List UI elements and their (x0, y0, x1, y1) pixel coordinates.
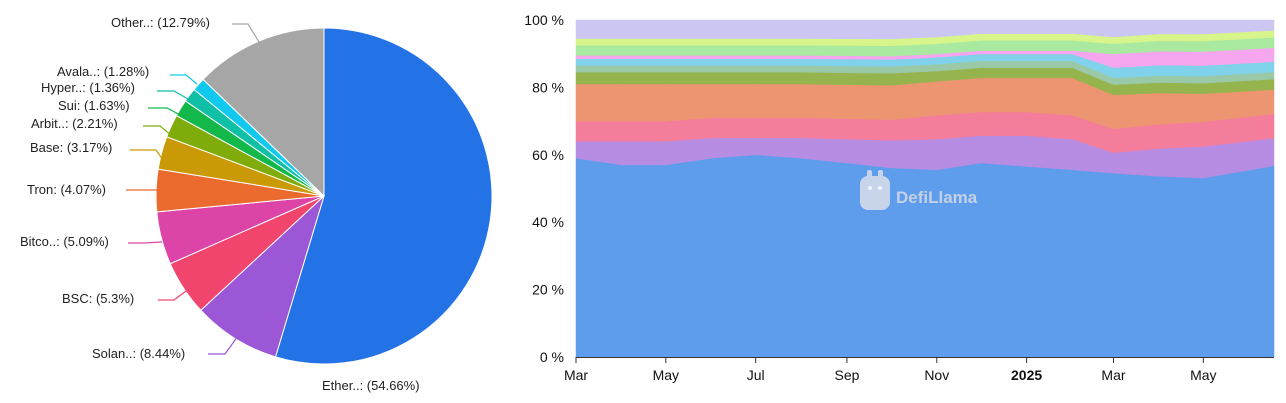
watermark-text: DefiLlama (896, 188, 978, 207)
x-axis: Mar May Jul Sep Nov 2025 Mar May (564, 357, 1274, 383)
x-tick-label: Mar (564, 367, 588, 383)
x-tick-label: Nov (924, 367, 949, 383)
x-tick-label: May (1190, 367, 1216, 383)
y-tick-label: 0 % (540, 349, 564, 365)
pie-label-other: Other..: (12.79%) (111, 15, 210, 30)
x-tick-label: May (653, 367, 679, 383)
pie-label-ether: Ether..: (54.66%) (322, 378, 420, 393)
pie-slice-ether[interactable] (274, 27, 493, 365)
pie-label-solan: Solan..: (8.44%) (92, 346, 185, 361)
y-tick-label: 20 % (532, 282, 564, 298)
x-tick-label: Jul (747, 367, 765, 383)
pie-chart: Ether..: (54.66%) Solan..: (8.44%) BSC: (5… (20, 15, 493, 393)
pie-label-sui: Sui: (1.63%) (58, 98, 130, 113)
stacked-area-chart: DefiLlama 0 %20 %40 %60 %80 %100 % Mar Ma… (524, 12, 1275, 383)
y-tick-label: 80 % (532, 79, 564, 95)
pie-label-base: Base: (3.17%) (30, 140, 112, 155)
area-series-11[interactable] (575, 19, 1275, 40)
pie-leader-line-bsc (158, 287, 191, 301)
pie-label-hyper: Hyper..: (1.36%) (41, 80, 135, 95)
llama-logo-icon (860, 170, 890, 210)
y-tick-label: 60 % (532, 147, 564, 163)
pie-leader-line-base (130, 149, 164, 161)
area-series-1[interactable] (575, 154, 1275, 358)
x-tick-label: Mar (1101, 367, 1125, 383)
pie-label-bitco: Bitco..: (5.09%) (20, 234, 109, 249)
x-tick-label: 2025 (1011, 367, 1042, 383)
pie-label-avala: Avala..: (1.28%) (57, 64, 149, 79)
pie-leader-line-other (232, 23, 260, 43)
pie-label-bsc: BSC: (5.3%) (62, 291, 134, 306)
x-tick-label: Sep (834, 367, 859, 383)
pie-label-tron: Tron: (4.07%) (27, 182, 106, 197)
pie-label-arbit: Arbit..: (2.21%) (31, 116, 118, 131)
pie-leader-line-hyper (157, 90, 189, 100)
y-tick-label: 40 % (532, 214, 564, 230)
pie-leader-line-sui (148, 107, 181, 116)
defillama-watermark: DefiLlama (860, 170, 978, 210)
pie-leader-line-solan (208, 335, 239, 355)
pie-leader-line-arbit (143, 125, 172, 136)
y-axis: 0 % 20 % 40 % 60 % 80 % 100 % (524, 12, 564, 365)
pie-leader-line-avala (170, 74, 198, 85)
pie-slice-solan[interactable] (200, 194, 326, 358)
y-tick-label: 100 % (524, 12, 564, 28)
pie-leader-line-bitco (128, 241, 163, 244)
